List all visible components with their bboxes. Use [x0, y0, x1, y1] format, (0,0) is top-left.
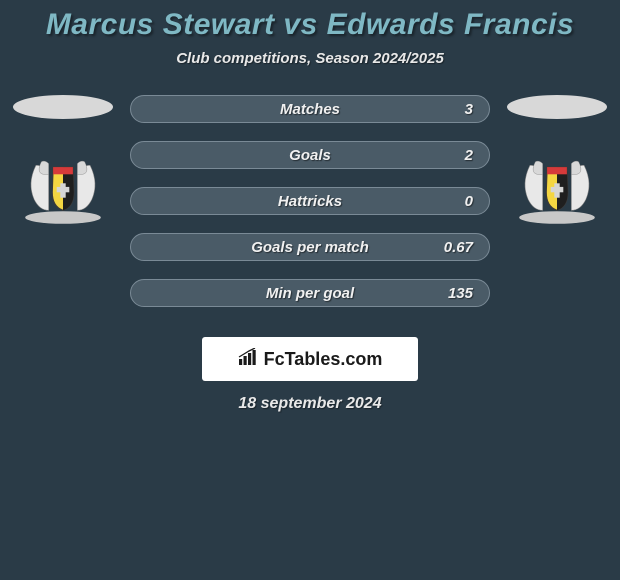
source-logo-box: FcTables.com — [202, 337, 418, 381]
stat-label: Goals per match — [251, 239, 369, 256]
stat-label: Min per goal — [266, 285, 354, 302]
right-player-col — [502, 95, 612, 225]
player-photo-placeholder-right — [507, 95, 607, 119]
left-player-col — [8, 95, 118, 225]
bar-chart-icon — [238, 348, 260, 371]
player-photo-placeholder-left — [13, 95, 113, 119]
stat-bar-matches: Matches 3 — [130, 95, 490, 123]
stat-value: 0.67 — [444, 239, 473, 256]
stats-column: Matches 3 Goals 2 Hattricks 0 Goals per … — [118, 95, 502, 325]
club-crest-right — [512, 147, 602, 225]
page-title: Marcus Stewart vs Edwards Francis — [0, 8, 620, 42]
stat-bar-goals-per-match: Goals per match 0.67 — [130, 233, 490, 261]
stat-value: 2 — [465, 147, 473, 164]
stat-value: 0 — [465, 193, 473, 210]
date-text: 18 september 2024 — [0, 395, 620, 413]
stat-value: 3 — [465, 101, 473, 118]
crest-icon — [18, 147, 108, 225]
crest-icon — [512, 147, 602, 225]
source-logo-text: FcTables.com — [264, 349, 383, 370]
stat-label: Goals — [289, 147, 331, 164]
club-crest-left — [18, 147, 108, 225]
stat-label: Matches — [280, 101, 340, 118]
stat-value: 135 — [448, 285, 473, 302]
stat-bar-min-per-goal: Min per goal 135 — [130, 279, 490, 307]
stat-bar-hattricks: Hattricks 0 — [130, 187, 490, 215]
comparison-infographic: Marcus Stewart vs Edwards Francis Club c… — [0, 0, 620, 413]
source-logo: FcTables.com — [238, 348, 383, 371]
stat-label: Hattricks — [278, 193, 342, 210]
main-row: Matches 3 Goals 2 Hattricks 0 Goals per … — [0, 95, 620, 325]
subtitle: Club competitions, Season 2024/2025 — [0, 50, 620, 67]
stat-bar-goals: Goals 2 — [130, 141, 490, 169]
